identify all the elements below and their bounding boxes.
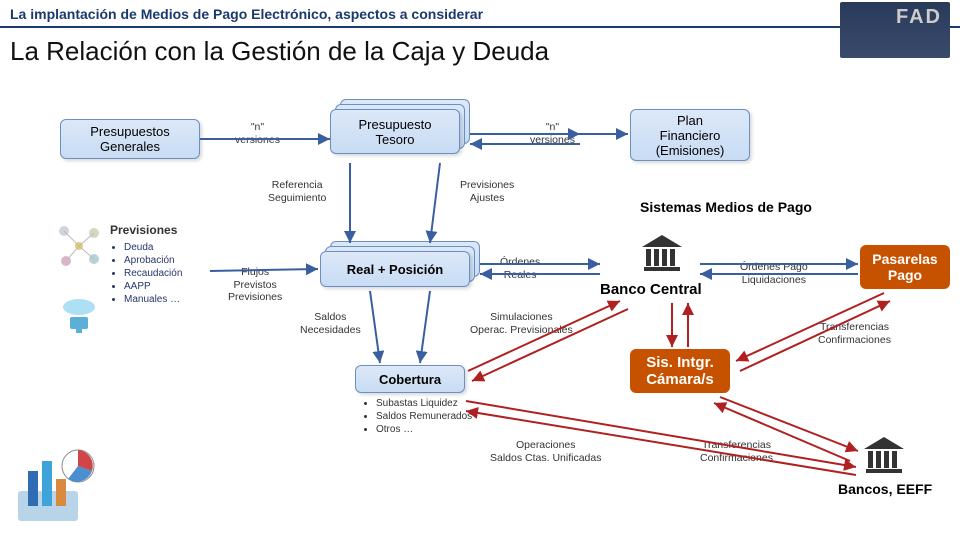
label-simulaciones: SimulacionesOperac. Previsionales	[470, 311, 573, 336]
cobertura-item: Subastas Liquidez	[376, 397, 472, 410]
label-transferencias-2: TransferenciasConfirmaciones	[700, 439, 773, 464]
page-title: La Relación con la Gestión de la Caja y …	[0, 28, 960, 71]
node-presupuesto-tesoro: PresupuestoTesoro	[330, 109, 460, 154]
node-presupuesto-tesoro-stack: PresupuestoTesoro	[330, 109, 460, 159]
label-banco-central: Banco Central	[600, 281, 702, 298]
prev-item: AAPP	[124, 280, 182, 293]
label-previsiones-ajustes: PrevisionesAjustes	[460, 179, 514, 204]
cobertura-item: Saldos Remunerados	[376, 410, 472, 423]
node-plan-financiero: PlanFinanciero(Emisiones)	[630, 109, 750, 161]
label-operaciones: OperacionesSaldos Ctas. Unificadas	[490, 439, 601, 464]
label-ordenes-reales: ÓrdenesReales	[500, 256, 540, 281]
previsiones-heading: Previsiones	[110, 223, 182, 239]
label-ordenes-pago: Órdenes PagoLiquidaciones	[740, 261, 808, 286]
label-sistemas-medios: Sistemas Medios de Pago	[640, 199, 812, 215]
cobertura-list: Subastas Liquidez Saldos Remunerados Otr…	[362, 397, 472, 436]
node-cobertura: Cobertura	[355, 365, 465, 393]
prev-item: Recaudación	[124, 267, 182, 280]
label-n-versiones-2: "n"versiones	[530, 121, 575, 146]
label-bancos-eeff: Bancos, EEFF	[838, 481, 932, 497]
cobertura-item: Otros …	[376, 423, 472, 436]
node-presupuestos-generales: PresupuestosGenerales	[60, 119, 200, 159]
label-saldos: SaldosNecesidades	[300, 311, 361, 336]
previsiones-list: Previsiones Deuda Aprobación Recaudación…	[110, 223, 182, 306]
chart-icon	[8, 441, 108, 531]
node-sis-intgr: Sis. Intgr.Cámara/s	[630, 349, 730, 393]
diagram-canvas: PresupuestosGenerales PresupuestoTesoro …	[0, 71, 960, 541]
bank-icon-eeff	[860, 431, 908, 479]
label-referencia: ReferenciaSeguimiento	[268, 179, 326, 204]
prev-item: Deuda	[124, 241, 182, 254]
node-real-posicion: Real + Posición	[320, 251, 470, 287]
page-subtitle-small: La implantación de Medios de Pago Electr…	[10, 6, 950, 22]
prev-item: Manuales …	[124, 293, 182, 306]
label-n-versiones-1: "n"versiones	[235, 121, 280, 146]
prev-item: Aprobación	[124, 254, 182, 267]
label-flujos: FlujosPrevistosPrevisiones	[228, 266, 282, 304]
bank-icon-central	[638, 229, 686, 277]
node-pasarelas-pago: PasarelasPago	[860, 245, 950, 289]
cloud-computer-icon	[58, 295, 100, 337]
node-real-posicion-stack: Real + Posición	[320, 251, 470, 291]
network-icon	[54, 221, 104, 271]
logo: FAD	[840, 2, 950, 58]
label-transferencias-1: TransferenciasConfirmaciones	[818, 321, 891, 346]
